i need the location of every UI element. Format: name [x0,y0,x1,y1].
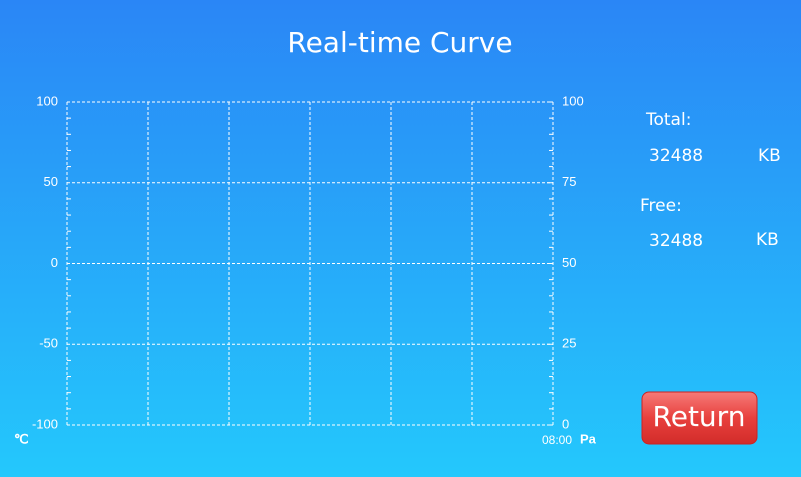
free-value: 32488 [649,231,703,251]
free-unit: KB [756,230,779,250]
button-label[interactable]: Return [653,400,746,433]
y2-tick-label: 75 [562,174,576,189]
total-unit: KB [758,146,781,166]
title: Real-time Curve [287,26,512,59]
y2-tick-label: 25 [562,336,576,351]
y-tick-label: 50 [44,174,58,189]
y2-tick-label: 50 [562,255,576,270]
free-label: Free: [640,196,682,216]
y2-tick-label: 0 [562,416,569,431]
y2-tick-label: 100 [562,93,584,108]
y-tick-label: -100 [32,416,58,431]
y-tick-label: 100 [36,93,58,108]
return-button[interactable]: Return [641,391,758,445]
y2-unit: Pa [580,431,597,446]
total-value: 32488 [649,146,703,166]
x-end-label: 08:00 [542,433,572,447]
y-tick-label: 0 [51,255,58,270]
button-background[interactable] [641,391,758,445]
total-label: Total: [645,110,691,130]
y-tick-label: -50 [39,336,58,351]
y-unit: ℃ [14,431,29,446]
